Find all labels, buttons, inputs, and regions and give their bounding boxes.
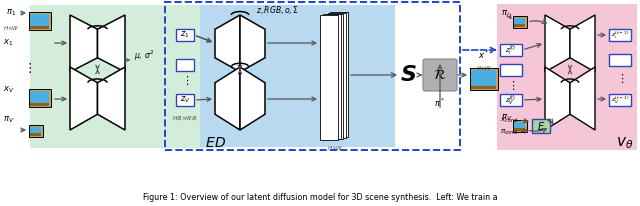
Text: $x_{cond}$: $x_{cond}$	[500, 115, 518, 125]
Polygon shape	[545, 15, 570, 72]
Text: $E$: $E$	[205, 136, 216, 150]
Text: $x_1$: $x_1$	[3, 38, 13, 48]
Polygon shape	[570, 67, 595, 130]
Text: $\vdots$: $\vdots$	[22, 61, 31, 75]
Bar	[29, 89, 51, 107]
Text: $x^*$: $x^*$	[478, 49, 490, 61]
Bar	[29, 125, 43, 137]
Text: $z_V$: $z_V$	[180, 95, 190, 105]
Bar	[500, 64, 522, 76]
Bar	[609, 29, 631, 41]
Text: $\pi_i$: $\pi_i$	[501, 9, 509, 19]
Text: $z_V^{(t)}$: $z_V^{(t)}$	[506, 93, 516, 107]
Bar	[513, 120, 527, 132]
Bar	[323, 14, 340, 139]
Bar	[471, 70, 496, 88]
Polygon shape	[240, 15, 265, 72]
Text: $\vdots$: $\vdots$	[616, 71, 624, 84]
Bar	[514, 24, 525, 27]
Text: $H{\times}W$: $H{\times}W$	[3, 24, 19, 32]
Bar	[514, 128, 525, 131]
Bar	[30, 133, 41, 136]
Bar	[514, 122, 525, 130]
Bar	[609, 94, 631, 106]
Bar	[30, 26, 49, 29]
Bar	[176, 59, 194, 71]
Text: $\pi_{cond}$: $\pi_{cond}$	[500, 127, 518, 137]
Polygon shape	[215, 15, 240, 72]
Text: $\pi_V$: $\pi_V$	[501, 113, 513, 123]
Text: $z_i^{(t)}$: $z_i^{(t)}$	[506, 43, 516, 57]
Bar	[513, 16, 527, 28]
Bar	[165, 2, 460, 150]
Polygon shape	[70, 67, 97, 130]
Text: $\pi^*$: $\pi^*$	[435, 97, 445, 109]
Bar	[532, 119, 550, 133]
Text: $z_1$: $z_1$	[180, 30, 190, 40]
Text: $D$: $D$	[214, 136, 226, 150]
Text: $H{\times}W$: $H{\times}W$	[476, 64, 492, 72]
Bar	[500, 44, 522, 56]
Bar	[30, 127, 41, 135]
Text: $H{\times}W$: $H{\times}W$	[327, 144, 343, 152]
Polygon shape	[215, 67, 240, 130]
Text: $x_V$: $x_V$	[3, 85, 15, 95]
Bar	[470, 68, 498, 90]
Bar	[330, 12, 348, 137]
Bar	[514, 18, 525, 26]
Text: $\boldsymbol{S}$: $\boldsymbol{S}$	[399, 65, 417, 85]
Bar	[500, 94, 522, 106]
Text: $\vdots$: $\vdots$	[507, 78, 515, 91]
Bar	[497, 4, 637, 150]
Bar	[328, 13, 346, 138]
Bar	[30, 5, 225, 148]
Bar	[325, 14, 343, 138]
Bar	[30, 14, 49, 28]
Polygon shape	[97, 15, 125, 72]
Polygon shape	[240, 67, 265, 130]
Bar	[30, 103, 49, 106]
Text: $z, RGB, o, \Sigma$: $z, RGB, o, \Sigma$	[257, 4, 300, 16]
Bar	[29, 12, 51, 30]
FancyBboxPatch shape	[423, 59, 457, 91]
Text: Figure 1: Overview of our latent diffusion model for 3D scene synthesis.  Left: : Figure 1: Overview of our latent diffusi…	[143, 193, 497, 202]
Bar	[471, 86, 496, 89]
Polygon shape	[97, 67, 125, 130]
Text: $v_\theta$: $v_\theta$	[616, 135, 634, 151]
Text: $E$: $E$	[537, 120, 545, 132]
Polygon shape	[70, 15, 97, 72]
Polygon shape	[570, 15, 595, 72]
Text: $z_i^{(t-1)}$: $z_i^{(t-1)}$	[611, 29, 629, 41]
Text: $\pi_1$: $\pi_1$	[6, 8, 16, 18]
Text: $\mu,\,\sigma^2$: $\mu,\,\sigma^2$	[134, 49, 154, 63]
Bar	[200, 5, 395, 147]
Bar	[30, 91, 49, 105]
Text: $\vdots$: $\vdots$	[181, 74, 189, 87]
Text: $z_V^{(t-1)}$: $z_V^{(t-1)}$	[611, 94, 629, 106]
Bar	[609, 54, 631, 66]
Bar	[176, 94, 194, 106]
Bar	[320, 15, 338, 140]
Polygon shape	[545, 67, 570, 130]
Bar	[176, 29, 194, 41]
Text: $\pi_V$: $\pi_V$	[3, 115, 15, 125]
Text: $\mathcal{R}$: $\mathcal{R}$	[433, 68, 447, 82]
Text: $H/8{\times}W/8$: $H/8{\times}W/8$	[172, 114, 198, 122]
